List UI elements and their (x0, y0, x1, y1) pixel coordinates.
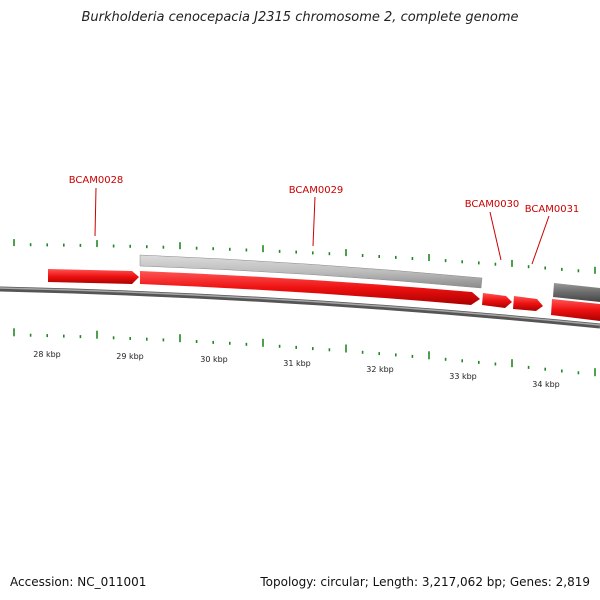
leader-line-bcam0028 (94, 187, 97, 237)
gene-label-bcam0028: BCAM0028 (69, 175, 124, 186)
map-title: Burkholderia cenocepacia J2315 chromosom… (81, 10, 519, 25)
gene-arrow-bcam0031[interactable] (513, 296, 543, 311)
scale-label-30kbp: 30 kbp (200, 355, 228, 364)
scale-label-31kbp: 31 kbp (283, 359, 311, 368)
gene-label-bcam0030: BCAM0030 (465, 199, 520, 210)
scale-label-32kbp: 32 kbp (366, 365, 394, 374)
top-tick-row (13, 239, 596, 274)
gene-label-bcam0031: BCAM0031 (525, 204, 580, 215)
bottom-tick-row (13, 328, 596, 377)
scale-label-29kbp: 29 kbp (116, 352, 144, 361)
scale-label-33kbp: 33 kbp (449, 372, 477, 381)
leader-line-bcam0029 (312, 196, 316, 247)
leader-line-bcam0031 (531, 215, 550, 265)
scale-label-34kbp: 34 kbp (532, 380, 560, 389)
leader-line-bcam0030 (489, 211, 502, 261)
gene-label-bcam0029: BCAM0029 (289, 185, 344, 196)
scale-label-28kbp: 28 kbp (33, 350, 61, 359)
gene-arrow-right-edge[interactable] (551, 299, 600, 321)
accession-label: Accession: NC_011001 (10, 575, 147, 589)
genome-backbone-highlight (0, 287, 600, 326)
gene-bar-right-dark[interactable] (553, 283, 600, 302)
gene-arrow-bcam0029[interactable] (140, 271, 480, 305)
genome-summary-label: Topology: circular; Length: 3,217,062 bp… (260, 575, 590, 589)
gene-bar-bcam0029-reverse[interactable] (139, 254, 483, 289)
genome-backbone (0, 286, 600, 329)
gene-arrow-bcam0030[interactable] (482, 293, 512, 308)
gene-arrow-bcam0028[interactable] (48, 269, 139, 284)
